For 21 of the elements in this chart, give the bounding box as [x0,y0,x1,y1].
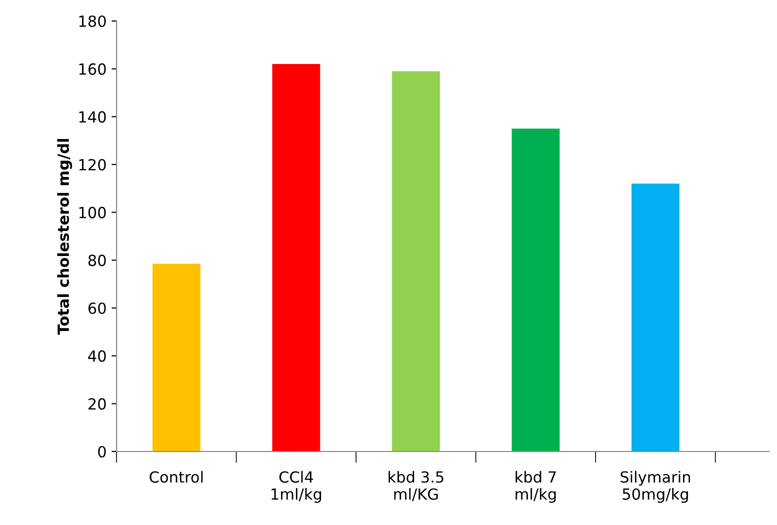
y-tick-label: 180 [79,15,106,28]
y-tick-label: 80 [88,254,106,266]
bar [272,64,320,452]
y-tick-label: 100 [79,206,106,218]
bar [152,264,200,452]
bar [392,71,440,452]
y-tick-label: 160 [79,63,106,75]
y-tick-label: 0 [98,446,106,458]
x-tick-label: kbd 3.5 ml/KG [388,470,444,502]
x-tick-label: Control [150,470,203,483]
x-tick-label: CCl4 1ml/kg [272,470,322,503]
y-axis-title: Total cholesterol mg/dl [57,139,72,335]
y-tick-label: 40 [88,350,106,362]
bar [512,128,560,452]
x-tick-label: kbd 7 ml/kg [516,470,556,503]
x-tick-label: Silymarin 50mg/kg [620,470,690,503]
y-tick-label: 20 [88,398,106,410]
y-tick-label: 60 [88,302,106,314]
bar [632,184,680,452]
y-tick-label: 120 [79,158,106,171]
y-tick-label: 140 [79,111,106,123]
